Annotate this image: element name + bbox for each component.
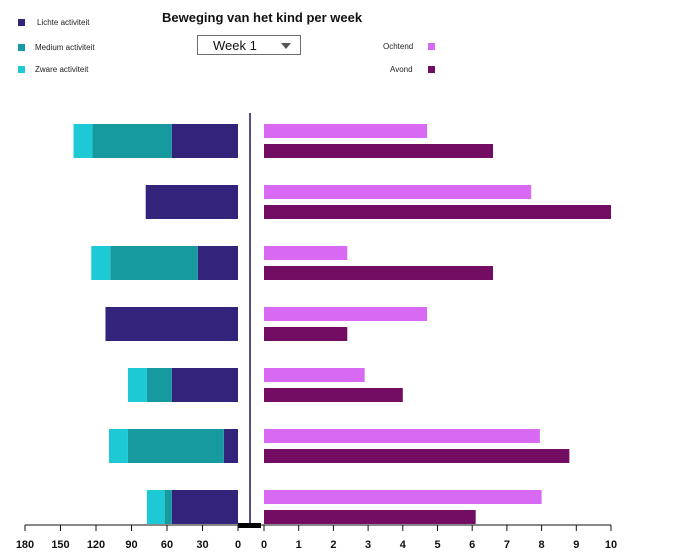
legend-label-zware: Zware activiteit — [35, 65, 89, 74]
legend-swatch-lichte — [18, 19, 25, 26]
right-tick-2-label: 2 — [330, 539, 336, 551]
bar-avond-row-5 — [264, 388, 403, 402]
bar-zware-row-6 — [109, 429, 128, 463]
axis-center-block — [238, 523, 261, 528]
right-tick-7-label: 7 — [504, 539, 510, 551]
bar-avond-row-6 — [264, 449, 570, 463]
bar-ochtend-row-6 — [264, 429, 540, 443]
bar-zware-row-7 — [146, 490, 165, 524]
right-tick-6-label: 6 — [469, 539, 475, 551]
week-dropdown-value: Week 1 — [213, 37, 257, 53]
legend-label-avond: Avond — [390, 65, 413, 74]
left-tick-60-label: 60 — [161, 539, 173, 551]
time-of-day-bars — [264, 124, 611, 524]
left-tick-90-label: 90 — [125, 539, 137, 551]
right-tick-4-label: 4 — [400, 539, 407, 551]
right-tick-0-label: 0 — [261, 539, 267, 551]
left-tick-30-label: 30 — [196, 539, 208, 551]
right-tick-9-label: 9 — [573, 539, 579, 551]
legend-item-medium: Medium activiteit — [18, 43, 95, 52]
legend-label-lichte: Lichte activiteit — [37, 18, 90, 27]
week-dropdown[interactable]: Week 1 — [197, 35, 301, 55]
bar-medium-row-1 — [92, 124, 172, 158]
bar-ochtend-row-5 — [264, 368, 365, 382]
legend-label-medium: Medium activiteit — [35, 43, 95, 52]
bar-avond-row-3 — [264, 266, 494, 280]
chart-title: Beweging van het kind per week — [162, 10, 363, 25]
bar-avond-row-1 — [264, 144, 494, 158]
left-tick-0-label: 0 — [235, 539, 241, 551]
legend-swatch-ochtend — [428, 43, 435, 50]
right-tick-3-label: 3 — [365, 539, 371, 551]
bar-lichte-row-4 — [105, 307, 238, 341]
legend-item-ochtend: Ochtend — [383, 42, 435, 51]
bar-medium-row-3 — [110, 246, 198, 280]
bar-ochtend-row-3 — [264, 246, 348, 260]
legend-swatch-zware — [18, 66, 25, 73]
bar-zware-row-1 — [73, 124, 93, 158]
bar-avond-row-4 — [264, 327, 348, 341]
bar-lichte-row-2 — [145, 185, 238, 219]
right-tick-8-label: 8 — [539, 539, 545, 551]
bar-ochtend-row-4 — [264, 307, 428, 321]
bar-lichte-row-6 — [223, 429, 238, 463]
bar-lichte-row-7 — [171, 490, 238, 524]
bar-lichte-row-1 — [171, 124, 238, 158]
legend-label-ochtend: Ochtend — [383, 42, 414, 51]
bar-lichte-row-3 — [197, 246, 238, 280]
left-tick-150-label: 150 — [51, 539, 69, 551]
bar-medium-row-7 — [164, 490, 172, 524]
bar-ochtend-row-2 — [264, 185, 532, 199]
left-x-ticks: 180 150 120 90 60 30 0 — [16, 525, 241, 551]
legend-item-lichte: Lichte activiteit — [18, 18, 89, 27]
bar-medium-row-6 — [127, 429, 224, 463]
bar-ochtend-row-1 — [264, 124, 428, 138]
bar-ochtend-row-7 — [264, 490, 542, 504]
legend-swatch-medium — [18, 44, 25, 51]
bar-zware-row-3 — [91, 246, 111, 280]
legend-swatch-avond — [428, 66, 435, 73]
right-x-ticks: 0 1 2 3 4 5 6 7 8 9 10 — [261, 525, 617, 551]
right-tick-5-label: 5 — [434, 539, 440, 551]
left-tick-180-label: 180 — [16, 539, 34, 551]
legend-item-avond: Avond — [390, 65, 435, 74]
caret-down-icon — [281, 43, 291, 49]
left-tick-120-label: 120 — [87, 539, 105, 551]
bar-lichte-row-5 — [171, 368, 238, 402]
activity-bars — [73, 124, 238, 524]
legend-item-zware: Zware activiteit — [18, 65, 88, 74]
bar-zware-row-5 — [127, 368, 147, 402]
bar-avond-row-7 — [264, 510, 476, 524]
right-tick-1-label: 1 — [296, 539, 302, 551]
right-tick-10-label: 10 — [605, 539, 617, 551]
bar-avond-row-2 — [264, 205, 611, 219]
bar-medium-row-5 — [146, 368, 172, 402]
